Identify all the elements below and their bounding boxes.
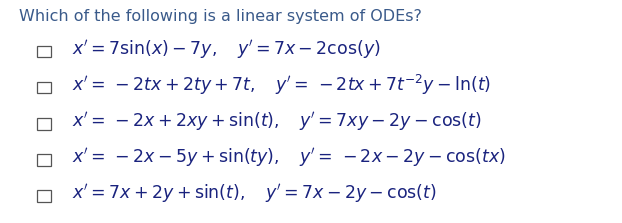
Bar xyxy=(37,46,51,57)
Bar xyxy=(37,190,51,202)
Bar xyxy=(37,154,51,166)
Text: $x' = 7x + 2y + \sin(t), \quad y' = 7x - 2y - \cos(t)$: $x' = 7x + 2y + \sin(t), \quad y' = 7x -… xyxy=(72,182,437,205)
Text: $x' =\, - 2x + 2xy + \sin(t), \quad y' = 7xy - 2y - \cos(t)$: $x' =\, - 2x + 2xy + \sin(t), \quad y' =… xyxy=(72,110,481,133)
Text: Which of the following is a linear system of ODEs?: Which of the following is a linear syste… xyxy=(19,9,422,24)
Bar xyxy=(37,118,51,130)
Text: $x' = 7\sin(x) - 7y, \quad y' = 7x - 2\cos(y)$: $x' = 7\sin(x) - 7y, \quad y' = 7x - 2\c… xyxy=(72,37,380,61)
Bar xyxy=(37,82,51,93)
Text: $x' =\, - 2tx + 2ty + 7t, \quad y' =\, - 2tx + 7t^{-2}y - \ln(t)$: $x' =\, - 2tx + 2ty + 7t, \quad y' =\, -… xyxy=(72,73,491,97)
Text: $x' =\, - 2x - 5y + \sin(ty), \quad y' =\, - 2x - 2y - \cos(tx)$: $x' =\, - 2x - 5y + \sin(ty), \quad y' =… xyxy=(72,146,505,169)
